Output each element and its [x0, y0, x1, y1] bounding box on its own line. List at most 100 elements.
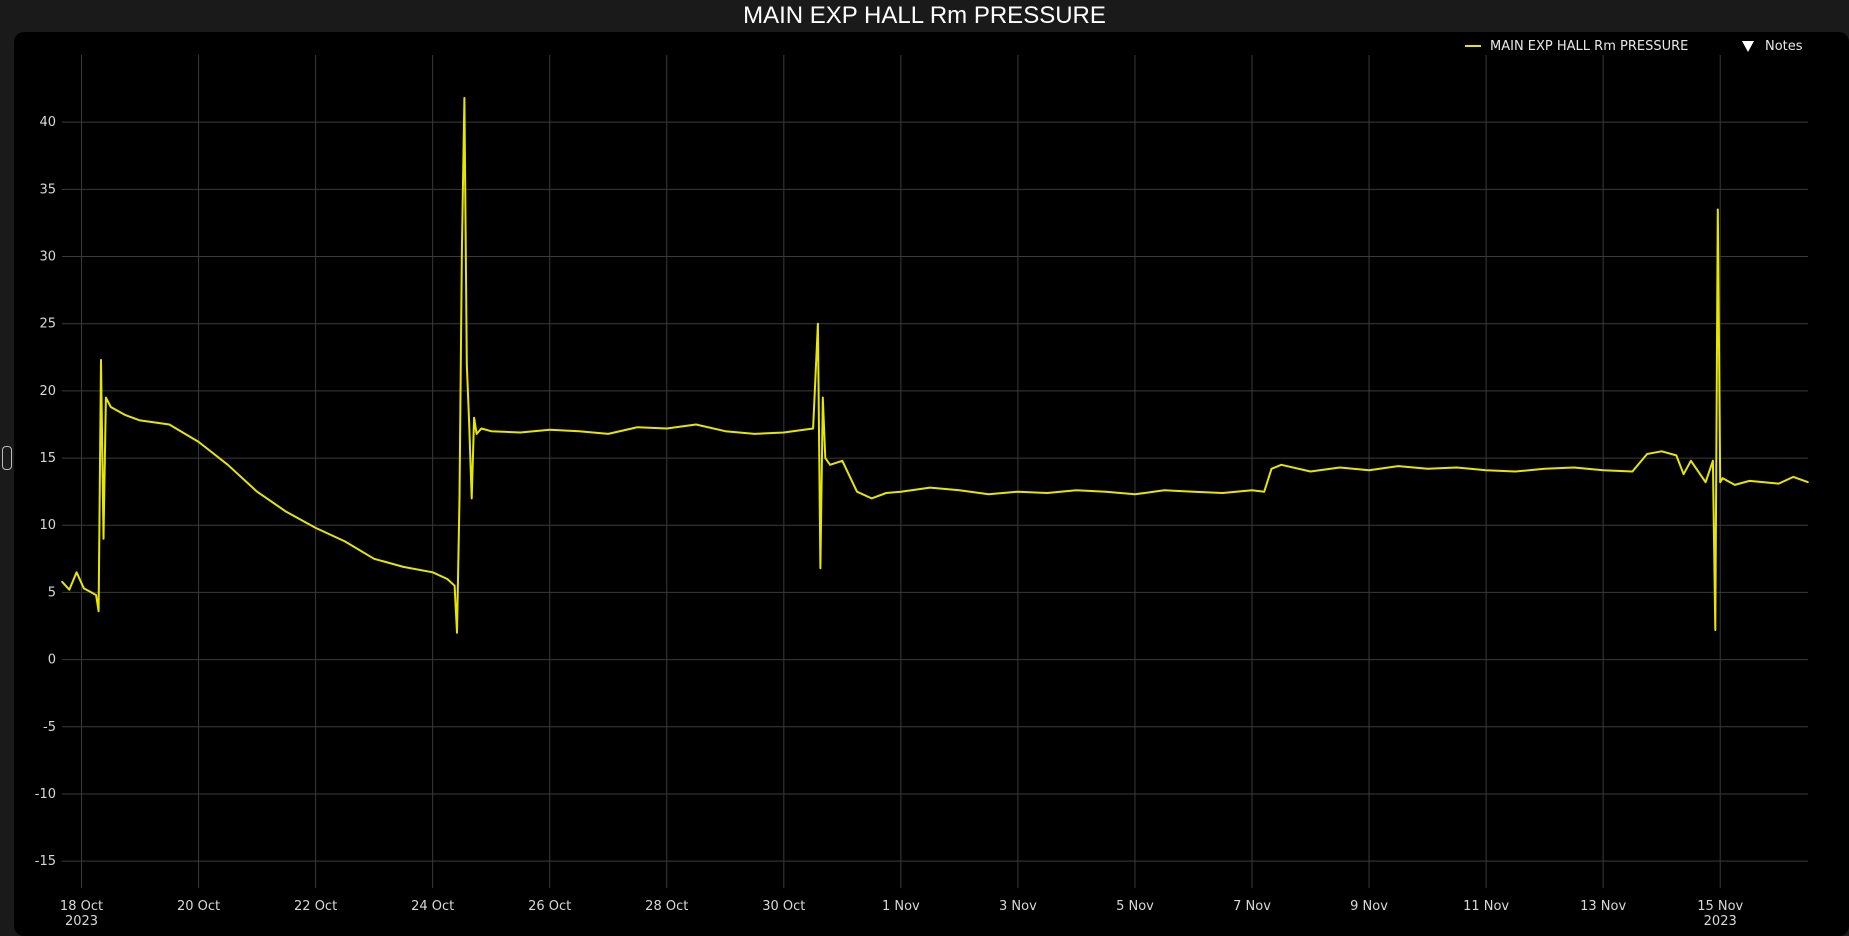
series-point: [1221, 492, 1224, 494]
series-point: [817, 322, 819, 325]
series-point: [1426, 468, 1429, 470]
series-point: [468, 423, 471, 426]
series-point: [958, 489, 961, 492]
y-tick-label: 15: [39, 451, 56, 466]
series-point: [829, 464, 831, 466]
series-point: [1251, 489, 1253, 492]
series-line-0: [61, 97, 1809, 634]
series-point: [1485, 469, 1487, 472]
y-tick-label: 10: [39, 518, 56, 533]
x-tick-sublabel: 2023: [1704, 914, 1737, 929]
y-tick-label: 25: [39, 317, 56, 332]
y-tick-label: 30: [39, 250, 56, 265]
series-point: [1682, 473, 1685, 476]
series-point: [470, 497, 473, 500]
x-tick-label: 5 Nov: [1116, 899, 1154, 914]
legend-notes-label[interactable]: Notes: [1765, 39, 1803, 54]
chart-panel: [14, 32, 1849, 936]
series-point: [105, 396, 107, 399]
series-point: [1017, 490, 1019, 493]
y-tick-label: 35: [39, 182, 56, 197]
triangle-down-icon: [1742, 41, 1754, 52]
series-point: [97, 610, 100, 612]
series-point: [1719, 481, 1721, 484]
series-point: [1309, 470, 1312, 473]
series-point: [1192, 490, 1195, 493]
series-point: [168, 423, 171, 426]
series-point: [75, 571, 78, 574]
grid-layer: [62, 55, 1808, 888]
series-point: [1397, 465, 1400, 467]
series-layer: [61, 97, 1809, 634]
series-point: [102, 537, 105, 540]
series-point: [83, 587, 85, 590]
x-tick-label: 30 Oct: [762, 899, 805, 914]
series-point: [1792, 476, 1795, 478]
series-point: [466, 363, 468, 365]
y-tick-label: 0: [48, 653, 56, 668]
x-tick-label: 13 Nov: [1580, 899, 1626, 914]
panel-resize-handle[interactable]: [2, 446, 12, 470]
legend[interactable]: MAIN EXP HALL Rm PRESSURE Notes: [1465, 39, 1803, 54]
x-tick-label: 20 Oct: [177, 899, 220, 914]
series-point: [1514, 470, 1517, 473]
series-point: [90, 591, 93, 594]
series-point: [695, 423, 697, 426]
series-point: [636, 426, 639, 429]
series-point: [68, 588, 71, 591]
series-point: [1280, 464, 1283, 466]
series-point: [1714, 629, 1717, 631]
series-point: [453, 584, 456, 587]
x-tick-label: 26 Oct: [528, 899, 571, 914]
series-point: [461, 249, 463, 251]
series-point: [490, 430, 493, 433]
series-point: [1717, 208, 1719, 211]
legend-series-label[interactable]: MAIN EXP HALL Rm PRESSURE: [1490, 39, 1688, 54]
series-point: [124, 414, 127, 416]
series-point: [446, 578, 449, 580]
series-point: [724, 430, 727, 433]
series-point: [819, 567, 822, 569]
series-point: [1046, 492, 1048, 494]
series-point: [473, 417, 475, 419]
series-point: [1339, 466, 1341, 469]
x-tick-label: 28 Oct: [645, 899, 688, 914]
series-point: [285, 511, 288, 513]
series-point: [870, 497, 873, 500]
series-point: [480, 427, 483, 430]
x-tick-label: 15 Nov: [1697, 899, 1743, 914]
x-tick-label: 3 Nov: [999, 899, 1037, 914]
series-point: [578, 430, 580, 433]
x-tick-label: 9 Nov: [1350, 899, 1388, 914]
x-tick-label: 22 Oct: [294, 899, 337, 914]
series-point: [373, 558, 375, 560]
series-point: [197, 441, 200, 443]
series-point: [783, 431, 785, 434]
series-point: [1712, 460, 1714, 462]
series-point: [110, 406, 112, 408]
series-point: [1602, 469, 1604, 472]
series-point: [824, 457, 827, 459]
series-point: [256, 490, 258, 493]
series-point: [139, 419, 141, 422]
series-point: [1690, 460, 1692, 462]
series-point: [812, 427, 814, 430]
x-tick-label: 24 Oct: [411, 899, 454, 914]
series-point: [1734, 484, 1736, 486]
y-tick-label: -5: [43, 720, 56, 735]
series-point: [841, 460, 844, 462]
series-point: [519, 431, 522, 434]
series-point: [900, 490, 902, 493]
series-point: [1721, 477, 1724, 480]
x-tick-sublabel: 2023: [65, 914, 98, 929]
x-tick-label: 11 Nov: [1463, 899, 1509, 914]
series-point: [100, 359, 102, 361]
series-point: [607, 433, 609, 435]
series-point: [431, 571, 434, 574]
series-point: [1134, 493, 1136, 496]
series-point: [1270, 468, 1273, 470]
series-point: [402, 566, 405, 568]
